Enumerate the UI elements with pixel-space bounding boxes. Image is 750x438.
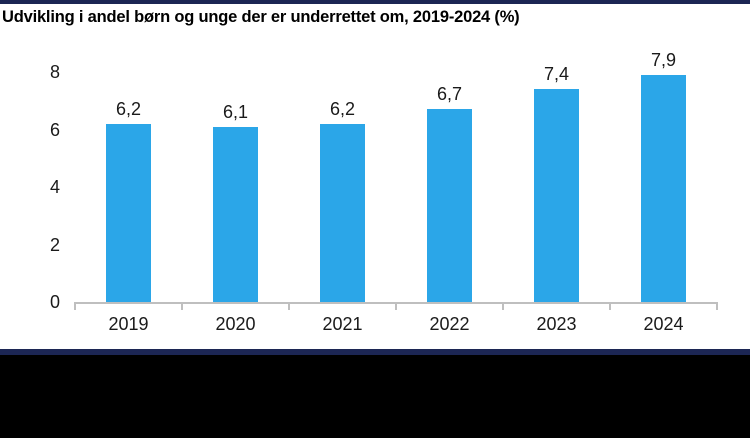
bar-2019	[106, 123, 151, 302]
bottom-accent-rule	[0, 349, 750, 355]
x-axis-category-label: 2020	[215, 314, 256, 334]
x-axis-tick-mark	[609, 302, 611, 310]
footer-black-band	[0, 355, 750, 438]
x-axis-tick-mark	[288, 302, 290, 310]
y-axis-tick-label: 2	[49, 234, 60, 255]
bar-2021	[320, 123, 365, 302]
y-axis-tick-label: 0	[49, 292, 60, 312]
x-axis-category-label: 2019	[108, 314, 149, 334]
x-axis-category-label: 2023	[536, 314, 577, 334]
bar-2023	[534, 89, 579, 302]
top-accent-rule	[0, 0, 750, 4]
bar-value-label: 7,9	[650, 49, 677, 70]
bar-value-label: 7,4	[543, 64, 570, 85]
x-axis-category-label: 2022	[429, 314, 470, 334]
x-axis-category-label: 2021	[322, 314, 363, 334]
bar-value-label: 6,1	[222, 101, 249, 122]
x-axis-category-label: 2024	[643, 314, 684, 334]
y-axis-tick-label: 6	[49, 119, 60, 140]
x-axis-tick-mark	[74, 302, 76, 310]
bar-value-label: 6,2	[115, 98, 142, 119]
x-axis-tick-mark	[502, 302, 504, 310]
x-axis-tick-mark	[181, 302, 183, 310]
y-axis-tick-label: 8	[49, 62, 60, 82]
bar-value-label: 6,2	[329, 98, 356, 119]
bar-2024	[641, 74, 686, 302]
bar-2020	[213, 126, 258, 302]
bar-value-label: 6,7	[436, 84, 463, 105]
chart-title: Udvikling i andel børn og unge der er un…	[2, 8, 520, 26]
x-axis-tick-mark	[395, 302, 397, 310]
bar-chart: 0 2 4 6 8 6,2 2019 6,1 2020 6,2 2021 6,7 2022 7,4 2023…	[49, 49, 718, 334]
y-axis-tick-label: 4	[49, 177, 60, 197]
bar-2022	[427, 109, 472, 302]
x-axis-tick-mark	[716, 302, 718, 310]
